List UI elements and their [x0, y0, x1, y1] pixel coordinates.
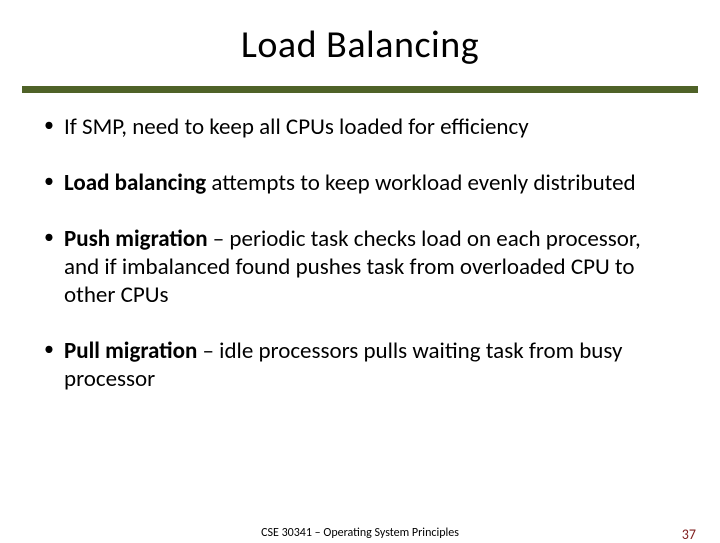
bullet-list: If SMP, need to keep all CPUs loaded for… — [40, 113, 680, 393]
content-area: If SMP, need to keep all CPUs loaded for… — [0, 93, 720, 393]
slide-title: Load Balancing — [0, 22, 720, 68]
bullet-bold: Push migration — [64, 225, 208, 253]
bullet-bold: Pull migration — [64, 337, 197, 365]
footer-page-number: 37 — [682, 526, 696, 543]
slide: Load Balancing If SMP, need to keep all … — [0, 0, 720, 540]
title-rule — [22, 86, 698, 93]
bullet-item: Load balancing attempts to keep workload… — [40, 169, 680, 197]
bullet-item: If SMP, need to keep all CPUs loaded for… — [40, 113, 680, 141]
bullet-bold: Load balancing — [64, 169, 206, 197]
title-wrap: Load Balancing — [0, 0, 720, 68]
bullet-text: If SMP, need to keep all CPUs loaded for… — [64, 113, 529, 141]
bullet-item: Push migration – periodic task checks lo… — [40, 225, 680, 309]
bullet-item: Pull migration – idle processors pulls w… — [40, 337, 680, 393]
bullet-text: attempts to keep workload evenly distrib… — [206, 169, 635, 197]
footer-course: CSE 30341 – Operating System Principles — [261, 526, 459, 540]
